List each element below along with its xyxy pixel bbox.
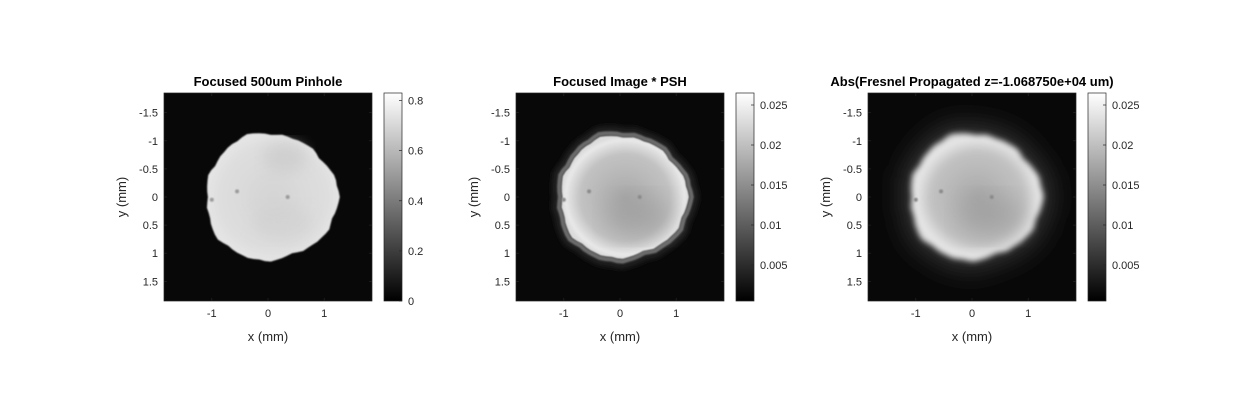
y-tick-label: 1: [856, 248, 862, 260]
x-tick-label: 0: [969, 308, 975, 320]
colorbar-gradient: [1088, 93, 1106, 301]
y-tick-label: 1.5: [143, 276, 158, 288]
colorbar-tick-label: 0.005: [1112, 260, 1140, 272]
colorbar: 0 0.2 0.4 0.6 0.8: [384, 93, 423, 308]
y-axis-label: y (mm): [466, 177, 481, 217]
spot-shading: [263, 142, 307, 174]
spot-shading: [958, 195, 1026, 239]
spot-shading: [606, 195, 674, 239]
x-tick-label: 0: [617, 308, 623, 320]
speck: [990, 195, 994, 199]
speck: [562, 198, 566, 202]
y-tick-label: -1: [852, 136, 862, 148]
colorbar-tick-label: 0.005: [760, 260, 788, 272]
x-tick-label: -1: [207, 308, 217, 320]
y-tick-label: 0.5: [143, 220, 158, 232]
speck: [210, 198, 214, 202]
y-tick-label: 0: [152, 192, 158, 204]
y-tick-label: -0.5: [491, 164, 510, 176]
colorbar-gradient: [736, 93, 754, 301]
x-tick-label: 1: [673, 308, 679, 320]
y-tick-label: 1: [152, 248, 158, 260]
colorbar-tick-label: 0.02: [760, 140, 781, 152]
y-tick-label: -0.5: [843, 164, 862, 176]
spot-shading: [252, 204, 312, 240]
colorbar-tick-label: 0.015: [1112, 180, 1140, 192]
y-tick-label: -1.5: [139, 108, 158, 120]
y-axis-label: y (mm): [818, 177, 833, 217]
x-tick-label: -1: [911, 308, 921, 320]
y-tick-label: 0.5: [847, 220, 862, 232]
y-tick-label: -1.5: [491, 108, 510, 120]
colorbar: 0.005 0.01 0.015 0.02 0.025: [1088, 93, 1140, 301]
chart-panel-2: -1 0 1 -1.5 -1 -0.5 0 0.5 1 1.5 Focused Image * PS…: [466, 74, 788, 344]
y-tick-label: 0: [504, 192, 510, 204]
chart-panel-1: -1 0 1 -1.5 -1 -0.5 0 0.5 1 1.5 Focused 500um Pinh…: [114, 74, 423, 344]
chart-title: Abs(Fresnel Propagated z=-1.068750e+04 u…: [830, 74, 1113, 89]
y-axis-label: y (mm): [114, 177, 129, 217]
y-tick-label: 1: [504, 248, 510, 260]
colorbar-tick-label: 0.015: [760, 180, 788, 192]
colorbar-tick-label: 0.01: [1112, 220, 1133, 232]
colorbar-gradient: [384, 93, 402, 301]
colorbar-tick-label: 0.6: [408, 146, 423, 158]
colorbar-tick-label: 0.025: [760, 100, 788, 112]
colorbar-tick-label: 0.02: [1112, 140, 1133, 152]
speck: [914, 198, 918, 202]
colorbar-tick-label: 0.4: [408, 196, 423, 208]
intensity-image: [559, 133, 692, 261]
x-tick-label: 0: [265, 308, 271, 320]
colorbar-tick-label: 0.025: [1112, 100, 1140, 112]
chart-title: Focused 500um Pinhole: [194, 74, 343, 89]
y-tick-label: -0.5: [139, 164, 158, 176]
colorbar-tick-label: 0.2: [408, 246, 423, 258]
x-axis-label: x (mm): [952, 329, 992, 344]
y-tick-label: 1.5: [495, 276, 510, 288]
y-tick-label: 0: [856, 192, 862, 204]
y-tick-label: 1.5: [847, 276, 862, 288]
y-tick-label: -1: [500, 136, 510, 148]
colorbar: 0.005 0.01 0.015 0.02 0.025: [736, 93, 788, 301]
y-tick-label: -1: [148, 136, 158, 148]
speck: [587, 189, 591, 193]
x-axis-label: x (mm): [248, 329, 288, 344]
colorbar-tick-label: 0.01: [760, 220, 781, 232]
speck: [939, 189, 943, 193]
x-axis-label: x (mm): [600, 329, 640, 344]
speck: [235, 189, 239, 193]
colorbar-tick-label: 0.8: [408, 96, 423, 108]
speck: [638, 195, 642, 199]
x-tick-label: 1: [1025, 308, 1031, 320]
x-tick-label: -1: [559, 308, 569, 320]
y-tick-label: -1.5: [843, 108, 862, 120]
x-tick-label: 1: [321, 308, 327, 320]
chart-panel-3: -1 0 1 -1.5 -1 -0.5 0 0.5 1 1.5 Abs(Fresnel Propag…: [818, 74, 1140, 344]
colorbar-tick-label: 0: [408, 296, 414, 308]
speck: [286, 195, 290, 199]
chart-title: Focused Image * PSH: [553, 74, 687, 89]
y-tick-label: 0.5: [495, 220, 510, 232]
